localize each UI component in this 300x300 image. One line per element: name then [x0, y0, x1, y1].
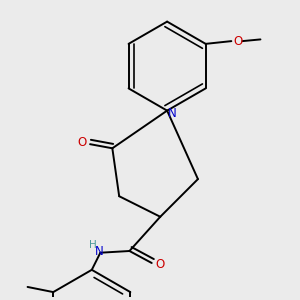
Text: H: H [89, 240, 97, 250]
Text: O: O [156, 258, 165, 271]
Text: N: N [94, 244, 103, 257]
Text: O: O [77, 136, 86, 149]
Text: N: N [167, 107, 176, 120]
Text: O: O [233, 34, 242, 48]
